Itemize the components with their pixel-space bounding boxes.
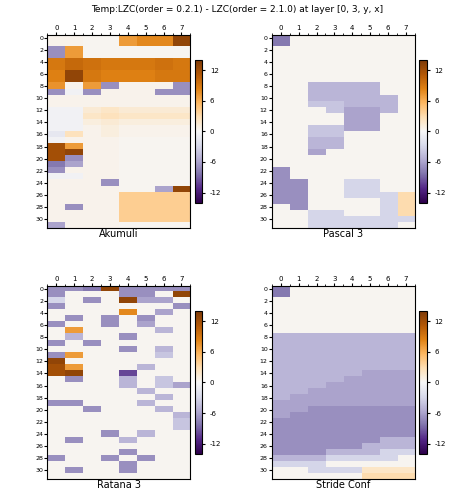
Title: Stride Conf: Stride Conf: [316, 481, 371, 491]
Title: Ratana 3: Ratana 3: [97, 481, 141, 491]
Title: Pascal 3: Pascal 3: [323, 230, 364, 240]
Text: Temp:LZC(order = 0.2.1) - LZC(order = 2.1.0) at layer [0, 3, y, x]: Temp:LZC(order = 0.2.1) - LZC(order = 2.…: [91, 5, 383, 14]
Title: Akumuli: Akumuli: [99, 230, 139, 240]
